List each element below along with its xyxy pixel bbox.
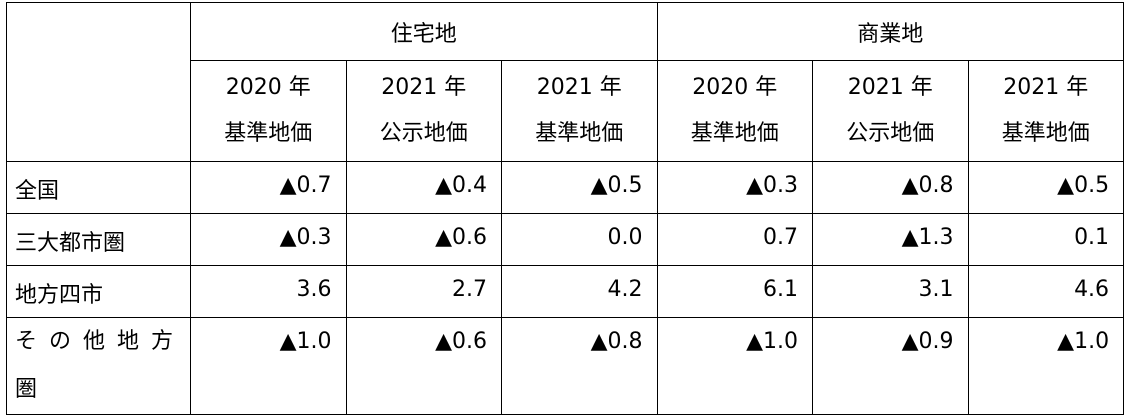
value-cell: 0.7	[656, 213, 814, 266]
column-header-type: 基準地価	[1001, 121, 1090, 146]
value-cell: ▲0.9	[812, 317, 969, 415]
value-cell: ▲0.4	[345, 161, 502, 214]
value-cell: 0.1	[967, 213, 1125, 266]
corner-cell	[6, 2, 191, 162]
column-header-year: 2021 年	[1003, 75, 1089, 100]
value-cell: 6.1	[656, 265, 814, 318]
column-header: 2021 年 公示地価	[345, 60, 502, 162]
table-row: 地方四市 3.6 2.7 4.2 6.1 3.1 4.6	[6, 265, 1125, 318]
column-header-type: 公示地価	[379, 121, 468, 146]
value-cell: ▲0.8	[812, 161, 969, 214]
value-cell: ▲0.3	[190, 213, 347, 266]
value-cell: 0.0	[501, 213, 658, 266]
group-header-commercial: 商業地	[656, 2, 1125, 61]
value-cell: ▲0.5	[501, 161, 658, 214]
value-cell: ▲0.8	[501, 317, 658, 415]
group-header-residential: 住宅地	[190, 2, 658, 61]
column-header: 2020 年 基準地価	[656, 60, 814, 162]
value-cell: 3.1	[812, 265, 969, 318]
column-header-type: 基準地価	[690, 121, 779, 146]
row-label-line: その他地方	[15, 329, 186, 354]
value-cell: ▲1.0	[190, 317, 347, 415]
column-header: 2020 年 基準地価	[190, 60, 347, 162]
column-header-type: 基準地価	[535, 121, 624, 146]
value-cell: 4.6	[967, 265, 1125, 318]
row-label: その他地方 圏	[6, 317, 191, 415]
column-header-year: 2021 年	[847, 75, 933, 100]
row-label: 三大都市圏	[6, 213, 191, 266]
value-cell: ▲0.6	[345, 317, 502, 415]
land-price-table: 住宅地 商業地 2020 年 基準地価 2021 年 公示地価 2021 年 基…	[6, 2, 1125, 415]
value-cell: ▲0.3	[656, 161, 814, 214]
value-cell: ▲1.3	[812, 213, 969, 266]
column-header-year: 2021 年	[381, 75, 467, 100]
column-header: 2021 年 基準地価	[501, 60, 658, 162]
row-label: 全国	[6, 161, 191, 214]
value-cell: ▲1.0	[967, 317, 1125, 415]
row-label: 地方四市	[6, 265, 191, 318]
column-header: 2021 年 公示地価	[812, 60, 969, 162]
table-row: その他地方 圏 ▲1.0 ▲0.6 ▲0.8 ▲1.0 ▲0.9 ▲1.0	[6, 317, 1125, 415]
value-cell: ▲0.7	[190, 161, 347, 214]
column-header-year: 2020 年	[692, 75, 778, 100]
value-cell: 3.6	[190, 265, 347, 318]
column-header-type: 公示地価	[846, 121, 935, 146]
row-label-line: 圏	[15, 377, 50, 402]
table-row: 三大都市圏 ▲0.3 ▲0.6 0.0 0.7 ▲1.3 0.1	[6, 213, 1125, 266]
value-cell: 2.7	[345, 265, 502, 318]
table-row: 全国 ▲0.7 ▲0.4 ▲0.5 ▲0.3 ▲0.8 ▲0.5	[6, 161, 1125, 214]
value-cell: ▲0.6	[345, 213, 502, 266]
value-cell: 4.2	[501, 265, 658, 318]
column-header-type: 基準地価	[224, 121, 313, 146]
value-cell: ▲0.5	[967, 161, 1125, 214]
column-header: 2021 年 基準地価	[967, 60, 1125, 162]
value-cell: ▲1.0	[656, 317, 814, 415]
column-header-year: 2021 年	[536, 75, 622, 100]
column-header-year: 2020 年	[225, 75, 311, 100]
